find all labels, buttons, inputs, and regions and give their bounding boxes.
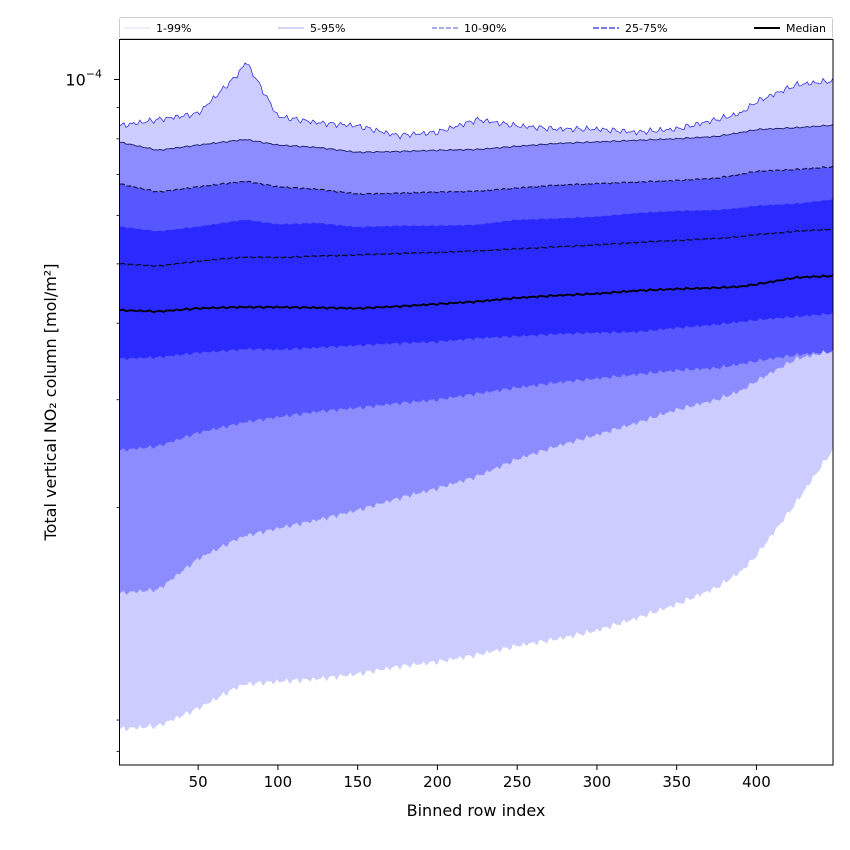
y-axis: 10−4: [65, 67, 120, 752]
line-90-percentile: [119, 165, 834, 196]
legend-label: Median: [786, 22, 826, 35]
legend-label: 5-95%: [310, 22, 345, 35]
x-tick-label: 250: [503, 773, 532, 791]
x-tick-label: 50: [189, 773, 208, 791]
x-axis: 50 100 150 200 250 300 350 400: [189, 765, 771, 791]
x-tick-label: 300: [583, 773, 612, 791]
bands-group: [120, 62, 833, 731]
legend-label: 1-99%: [156, 22, 191, 35]
legend-label: 25-75%: [625, 22, 667, 35]
x-axis-label: Binned row index: [407, 801, 546, 820]
x-tick-label: 200: [423, 773, 452, 791]
x-tick-label: 150: [343, 773, 372, 791]
plot-frame: [119, 39, 834, 766]
lines-group: [119, 62, 834, 314]
legend-label: 10-90%: [464, 22, 506, 35]
x-tick-label: 100: [264, 773, 293, 791]
x-tick-label: 400: [742, 773, 771, 791]
line-median: [119, 274, 834, 314]
legend: 1-99% 5-95% 10-90% 25-75% Median: [119, 17, 833, 39]
y-axis-label: Total vertical NO₂ column [mol/m²]: [41, 264, 60, 542]
line-99-percentile: [119, 62, 834, 140]
band-25-75: [120, 198, 833, 360]
legend-box: [119, 17, 833, 39]
line-75-percentile: [119, 227, 834, 268]
y-tick-label: 10−4: [65, 67, 102, 89]
x-tick-label: 350: [662, 773, 691, 791]
line-95-percentile: [119, 123, 834, 154]
